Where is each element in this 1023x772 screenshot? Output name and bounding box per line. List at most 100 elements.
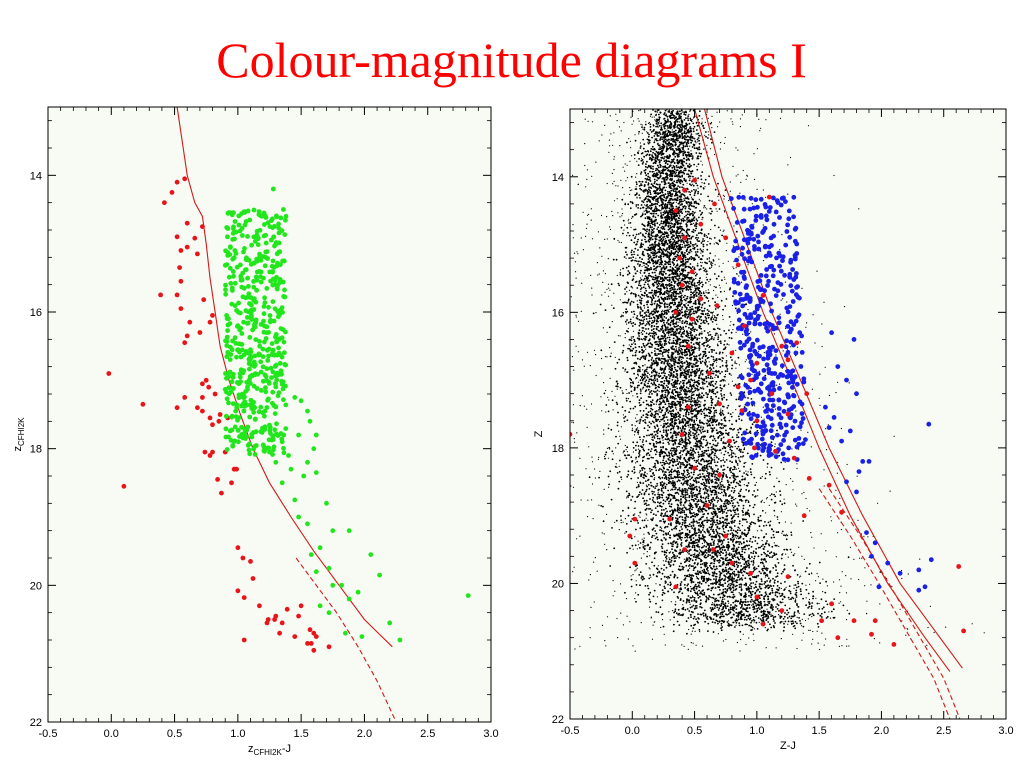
green-point bbox=[253, 320, 258, 325]
field-star bbox=[685, 477, 687, 479]
field-star bbox=[786, 549, 788, 551]
field-star bbox=[702, 383, 704, 385]
field-star bbox=[727, 480, 729, 482]
field-star bbox=[676, 388, 678, 390]
field-star bbox=[731, 452, 733, 454]
field-star bbox=[712, 398, 714, 400]
field-star bbox=[655, 485, 657, 487]
field-star bbox=[708, 233, 710, 235]
field-star bbox=[752, 552, 754, 554]
field-star bbox=[705, 271, 707, 273]
field-star bbox=[727, 405, 729, 407]
field-star bbox=[727, 596, 729, 598]
field-star bbox=[762, 510, 764, 512]
field-star bbox=[691, 205, 693, 207]
field-star bbox=[684, 270, 686, 272]
green-point bbox=[249, 363, 254, 368]
field-star bbox=[624, 421, 626, 423]
field-star bbox=[679, 516, 681, 518]
field-star bbox=[749, 540, 751, 542]
field-star bbox=[700, 599, 702, 601]
green-point bbox=[224, 414, 229, 419]
green-point bbox=[225, 447, 230, 452]
field-star bbox=[728, 579, 730, 581]
field-star bbox=[800, 588, 802, 590]
field-star bbox=[631, 470, 633, 472]
green-point bbox=[231, 386, 236, 391]
field-star bbox=[680, 455, 682, 457]
field-star bbox=[717, 614, 719, 616]
field-star bbox=[753, 558, 755, 560]
field-star bbox=[775, 594, 777, 596]
field-star bbox=[696, 225, 698, 227]
field-star bbox=[719, 498, 721, 500]
field-star bbox=[667, 293, 669, 295]
field-star bbox=[709, 200, 711, 202]
field-star bbox=[644, 170, 646, 172]
field-star bbox=[653, 173, 655, 175]
field-star bbox=[737, 429, 739, 431]
field-star bbox=[755, 616, 757, 618]
green-point bbox=[240, 392, 245, 397]
field-star bbox=[628, 298, 630, 300]
green-point bbox=[282, 350, 287, 355]
green-point bbox=[273, 364, 278, 369]
field-star bbox=[662, 543, 664, 545]
field-star bbox=[822, 608, 824, 610]
green-point bbox=[225, 234, 230, 239]
green-point bbox=[360, 634, 365, 639]
field-star bbox=[750, 552, 752, 554]
field-star bbox=[742, 510, 744, 512]
red-point bbox=[195, 252, 200, 257]
green-point bbox=[257, 339, 262, 344]
field-star bbox=[654, 254, 656, 256]
green-point bbox=[270, 270, 275, 275]
field-star bbox=[605, 404, 607, 406]
field-star bbox=[735, 420, 737, 422]
field-star bbox=[692, 400, 694, 402]
field-star bbox=[647, 312, 649, 314]
field-star bbox=[616, 259, 618, 261]
field-star bbox=[672, 345, 674, 347]
field-star bbox=[703, 439, 705, 441]
field-star bbox=[643, 578, 645, 580]
field-star bbox=[720, 554, 722, 556]
field-star bbox=[711, 544, 713, 546]
field-star bbox=[672, 310, 674, 312]
field-star bbox=[639, 547, 641, 549]
field-star bbox=[711, 557, 713, 559]
field-star bbox=[661, 547, 663, 549]
green-point bbox=[262, 311, 267, 316]
green-point bbox=[273, 385, 278, 390]
field-star bbox=[693, 185, 695, 187]
field-star bbox=[691, 600, 693, 602]
green-point bbox=[253, 417, 258, 422]
green-point bbox=[247, 442, 252, 447]
field-star bbox=[711, 449, 713, 451]
green-point bbox=[264, 336, 269, 341]
field-star bbox=[720, 387, 722, 389]
field-star bbox=[668, 368, 670, 370]
field-star bbox=[796, 623, 798, 625]
field-star bbox=[706, 482, 708, 484]
field-star bbox=[660, 449, 662, 451]
field-star bbox=[694, 194, 696, 196]
field-star bbox=[722, 352, 724, 354]
green-point bbox=[242, 409, 247, 414]
field-star bbox=[743, 472, 745, 474]
green-point bbox=[283, 426, 288, 431]
field-star bbox=[664, 554, 666, 556]
green-point bbox=[237, 327, 242, 332]
green-point bbox=[274, 378, 279, 383]
green-point bbox=[226, 371, 231, 376]
field-star bbox=[639, 197, 641, 199]
field-star bbox=[646, 453, 648, 455]
field-star bbox=[653, 228, 655, 230]
green-point bbox=[299, 398, 304, 403]
field-star bbox=[790, 532, 792, 534]
field-star bbox=[740, 555, 742, 557]
field-star bbox=[734, 362, 736, 364]
field-star bbox=[650, 410, 652, 412]
field-star bbox=[600, 304, 602, 306]
green-point bbox=[270, 264, 275, 269]
